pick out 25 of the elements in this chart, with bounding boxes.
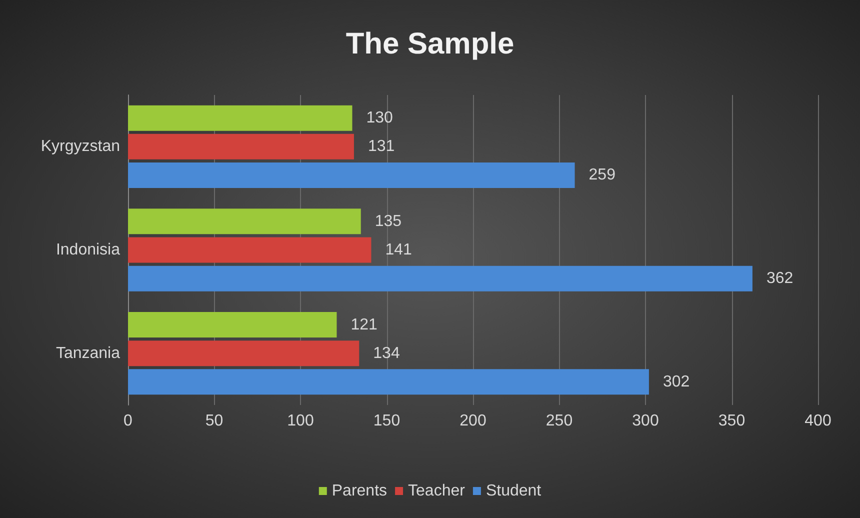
data-label: 259 (588, 166, 616, 184)
data-label: 362 (766, 270, 794, 288)
x-tick-label: 200 (460, 412, 486, 430)
legend-label: Parents (332, 482, 388, 500)
x-tick-label: 250 (546, 412, 573, 430)
x-tick-label: 0 (124, 412, 133, 430)
x-tick-label: 50 (205, 412, 224, 430)
x-tick-label: 150 (373, 412, 400, 430)
y-tick-label: Tanzania (56, 344, 120, 362)
y-tick-label: Kyrgyzstan (40, 138, 120, 156)
chart-title: The Sample (346, 28, 514, 60)
x-tick-label: 350 (718, 412, 746, 430)
x-tick-label: 100 (287, 412, 314, 430)
legend-label: Student (486, 482, 542, 500)
data-label: 134 (373, 344, 400, 362)
data-label: 130 (366, 110, 394, 127)
data-label: 135 (374, 212, 402, 230)
legend-label: Teacher (408, 482, 466, 500)
data-label: 131 (368, 138, 395, 156)
x-tick-label: 300 (632, 412, 659, 430)
data-label: 302 (662, 373, 690, 390)
y-tick-label: Indonisia (56, 242, 120, 258)
x-tick-label: 400 (804, 412, 832, 430)
data-label: 121 (350, 316, 378, 334)
data-label: 141 (385, 242, 412, 258)
